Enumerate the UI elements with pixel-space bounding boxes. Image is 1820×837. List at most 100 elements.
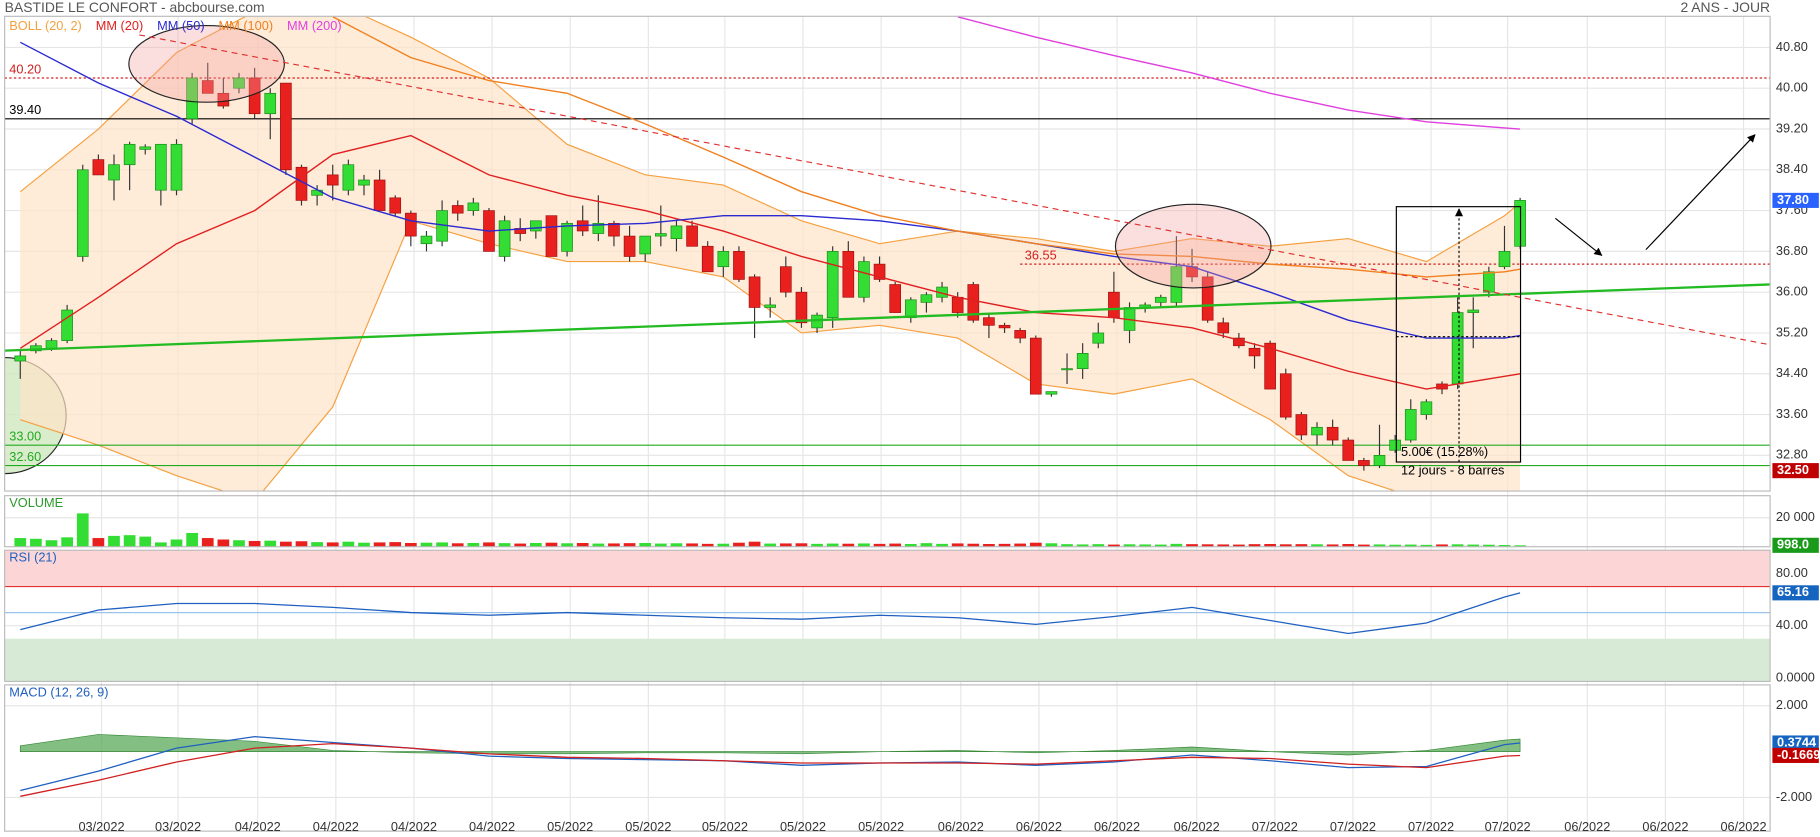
trendline [4,283,1771,352]
indicator-line [20,592,1521,635]
volume-bar [1201,544,1214,547]
volume-bar [61,537,73,547]
volume-bar [389,542,402,547]
candle-body [1404,409,1417,441]
candle-body [233,77,245,89]
candle-body [1248,347,1261,357]
volume-bar [686,543,698,547]
candle-body [748,276,761,308]
volume-bar [717,543,730,547]
candle-body [420,235,433,245]
volume-bar [14,538,27,547]
volume-bar [233,540,245,547]
x-tick-label: 06/2022 [938,819,984,834]
candle-body [1389,439,1401,451]
y-tick-label: 33.60 [1776,406,1808,421]
panel-frame [4,684,1771,832]
volume-bar [326,542,339,547]
y-tick-label: 36.80 [1776,243,1808,258]
volume-bar [483,542,495,547]
candle-body [1170,266,1183,303]
y-tick-label: 2.000 [1776,697,1808,712]
candle-body [92,159,105,176]
y-tick-label: 38.40 [1776,161,1808,176]
candle-body [342,164,355,191]
y-tick-label: 35.20 [1776,324,1808,339]
volume-bar [1451,544,1464,547]
moving-average [19,134,1521,390]
volume-bar [1483,544,1495,547]
candle-body [826,251,839,319]
volume-bar [858,543,870,547]
volume-bar [1123,544,1136,547]
candle-body [811,314,823,329]
candle-body [389,197,402,214]
volume-bar [795,543,808,547]
candle-body [764,304,777,308]
candle-body [123,143,136,166]
x-tick-label: 04/2022 [313,819,359,834]
candle-body [889,284,901,313]
volume-bar [951,543,964,547]
volume-bar [1170,543,1183,547]
volume-bar [1342,544,1355,547]
value-marker-label: 65.16 [1777,584,1809,599]
moving-average [957,16,1521,130]
volume-bar [1092,544,1105,547]
moving-average [19,41,1521,339]
x-tick-label: 06/2022 [1642,819,1688,834]
candle-body [1092,332,1105,344]
indicator-line [20,736,1521,792]
frame: 03/2022 03/2022 04/2022 04/2022 04/2022 04/20… [4,15,1820,834]
x-tick-label: 05/2022 [702,819,748,834]
volume-bar [608,543,620,547]
candle-body [530,220,542,232]
y-tick-label: 20 000 [1776,509,1815,524]
plot [4,16,1771,797]
volume-bar [1279,544,1292,547]
y-tick-label: 32.80 [1776,447,1808,462]
volume-bar [529,542,542,547]
oversold-zone [4,638,1771,682]
level-label: 39.40 [9,102,41,117]
candle-body [904,299,917,319]
annotations: 5.00€ (15.28%) 12 jours - 8 barres [4,25,1771,478]
candle-body [1451,312,1464,385]
volume-bar [967,543,980,547]
y-tick-label: -2.000 [1776,789,1812,804]
panel-frame [4,495,1771,548]
bollinger-line [20,220,1398,492]
value-marker [1772,735,1819,751]
candle-body [1373,455,1386,466]
volume-bar [1420,544,1433,547]
volume-bar [467,542,480,547]
volume-bar [733,542,745,547]
volume-bar [920,543,933,547]
volume-bar [1154,544,1167,547]
volume-bar [498,543,511,547]
level-label: 32.60 [9,449,41,464]
candle-body [795,291,808,324]
candle-body [655,233,667,237]
volume-bar [1514,545,1526,547]
x-tick-label: 03/2022 [155,819,201,834]
y-tick-label: 80.00 [1776,565,1808,580]
candle-body [967,284,980,321]
volume-bar [342,541,355,547]
candle-body [1342,439,1355,461]
candle-body [998,324,1011,329]
volume-bar [1233,544,1245,547]
volume-bar [30,538,42,547]
volume-bar [1061,544,1073,547]
candle-body [1014,330,1026,339]
panel-title: MACD (12, 26, 9) [9,684,108,699]
panel [19,734,1521,797]
y-tick-label: 40.00 [1776,617,1808,632]
value-marker [1772,192,1819,208]
overbought-zone [4,550,1771,587]
volume-bar [779,543,792,547]
candle-body [1264,342,1276,390]
candle-body [217,92,230,107]
candle-body [545,215,558,257]
